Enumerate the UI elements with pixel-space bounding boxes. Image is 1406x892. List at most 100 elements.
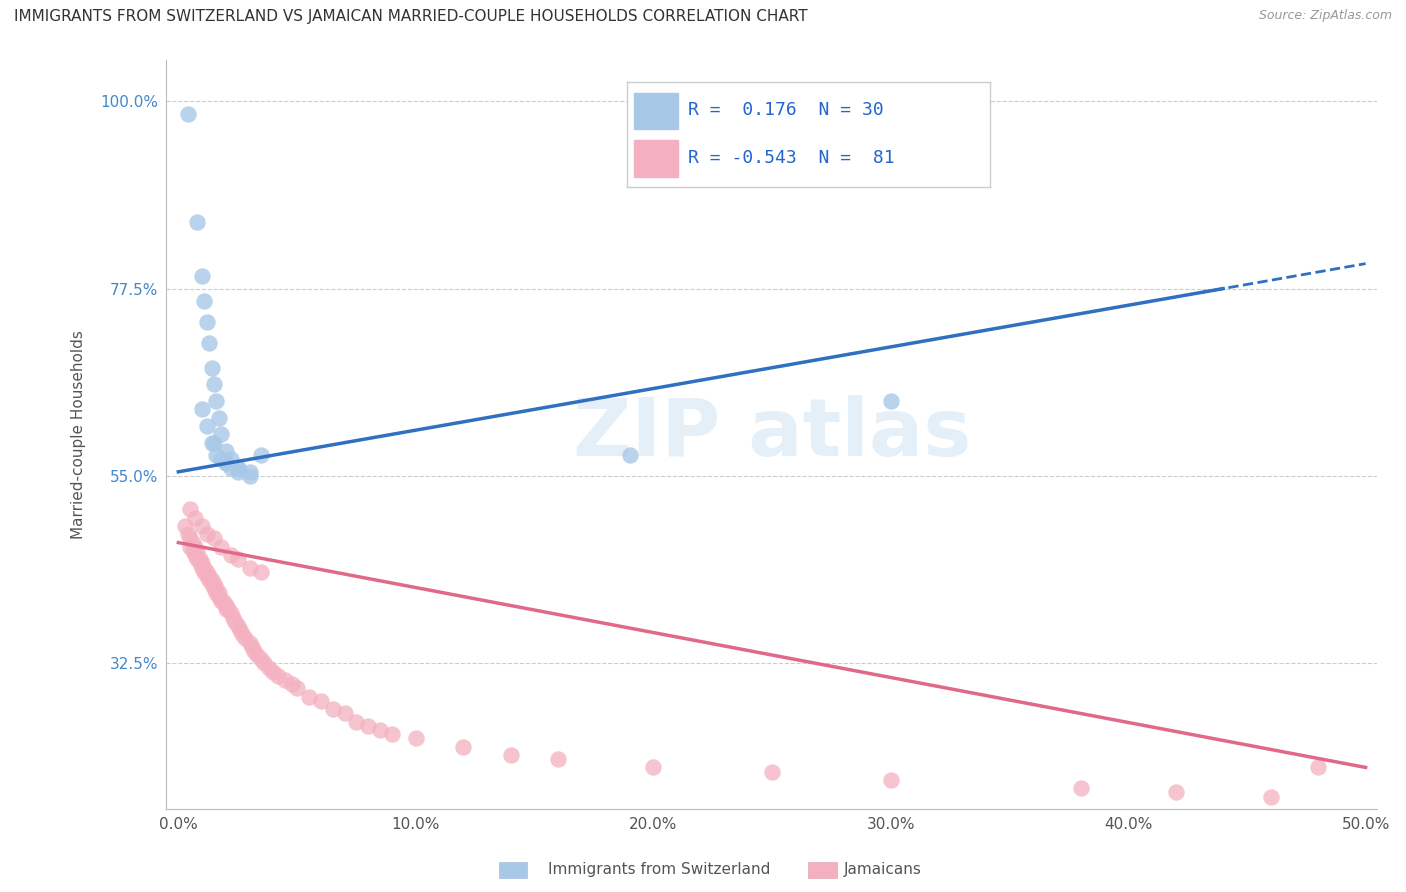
- Point: [381, 727, 404, 741]
- Point: [202, 435, 225, 450]
- Point: [643, 760, 665, 774]
- Point: [200, 573, 222, 587]
- Point: [193, 294, 215, 309]
- Point: [215, 457, 238, 471]
- Point: [205, 448, 228, 462]
- Point: [181, 535, 204, 549]
- Point: [226, 465, 249, 479]
- Point: [205, 582, 228, 596]
- Point: [281, 677, 304, 691]
- Point: [181, 544, 204, 558]
- Point: [240, 640, 263, 654]
- Point: [191, 560, 214, 574]
- Point: [188, 552, 211, 566]
- Point: [193, 560, 215, 574]
- Point: [1308, 760, 1330, 774]
- Point: [215, 602, 238, 616]
- Point: [215, 598, 238, 612]
- Point: [880, 394, 903, 409]
- Point: [219, 452, 242, 467]
- Point: [219, 548, 242, 562]
- Point: [177, 106, 200, 120]
- Point: [246, 648, 269, 662]
- Point: [239, 465, 262, 479]
- Point: [191, 269, 214, 284]
- Point: [198, 573, 221, 587]
- Point: [368, 723, 391, 737]
- Point: [262, 665, 284, 679]
- Point: [205, 394, 228, 409]
- Text: Jamaicans: Jamaicans: [844, 863, 921, 877]
- Point: [285, 681, 308, 696]
- Point: [179, 502, 201, 516]
- Point: [274, 673, 297, 687]
- Point: [226, 619, 249, 633]
- Point: [226, 460, 249, 475]
- Point: [200, 435, 222, 450]
- Point: [226, 552, 249, 566]
- Point: [219, 607, 242, 621]
- Point: [229, 623, 252, 637]
- Point: [357, 719, 380, 733]
- Point: [761, 764, 783, 779]
- Point: [219, 460, 242, 475]
- Point: [243, 644, 266, 658]
- Point: [191, 519, 214, 533]
- Point: [174, 519, 197, 533]
- Point: [215, 457, 238, 471]
- Point: [298, 690, 321, 704]
- Point: [195, 527, 218, 541]
- Point: [253, 657, 276, 671]
- Point: [205, 585, 228, 599]
- Point: [184, 548, 207, 562]
- Text: Source: ZipAtlas.com: Source: ZipAtlas.com: [1258, 9, 1392, 22]
- Point: [179, 540, 201, 554]
- Point: [346, 714, 368, 729]
- Point: [195, 419, 218, 434]
- Point: [202, 577, 225, 591]
- Point: [333, 706, 356, 721]
- Point: [267, 669, 290, 683]
- Point: [224, 615, 246, 629]
- Point: [209, 452, 232, 467]
- Point: [198, 335, 221, 350]
- Point: [184, 540, 207, 554]
- Point: [200, 360, 222, 375]
- Point: [188, 557, 211, 571]
- Point: [309, 694, 332, 708]
- Text: ZIP atlas: ZIP atlas: [572, 395, 972, 474]
- Point: [195, 315, 218, 329]
- Point: [193, 565, 215, 579]
- Point: [186, 215, 208, 229]
- Point: [217, 602, 239, 616]
- Point: [195, 565, 218, 579]
- Point: [186, 552, 208, 566]
- Text: Immigrants from Switzerland: Immigrants from Switzerland: [548, 863, 770, 877]
- Point: [208, 590, 231, 604]
- Point: [191, 557, 214, 571]
- Point: [619, 448, 641, 462]
- Point: [239, 635, 262, 649]
- Point: [209, 427, 232, 442]
- Point: [1164, 785, 1187, 799]
- Point: [250, 565, 273, 579]
- Point: [179, 532, 201, 546]
- Point: [208, 585, 231, 599]
- Point: [177, 527, 200, 541]
- Point: [198, 569, 221, 583]
- Point: [257, 660, 280, 674]
- Point: [405, 731, 427, 746]
- Point: [202, 532, 225, 546]
- Point: [233, 632, 256, 646]
- Point: [239, 560, 262, 574]
- Point: [202, 377, 225, 392]
- Point: [195, 569, 218, 583]
- Point: [184, 510, 207, 524]
- Point: [226, 460, 249, 475]
- Point: [208, 410, 231, 425]
- Y-axis label: Married-couple Households: Married-couple Households: [72, 330, 86, 539]
- Point: [239, 469, 262, 483]
- Point: [186, 544, 208, 558]
- Point: [191, 402, 214, 417]
- Point: [250, 448, 273, 462]
